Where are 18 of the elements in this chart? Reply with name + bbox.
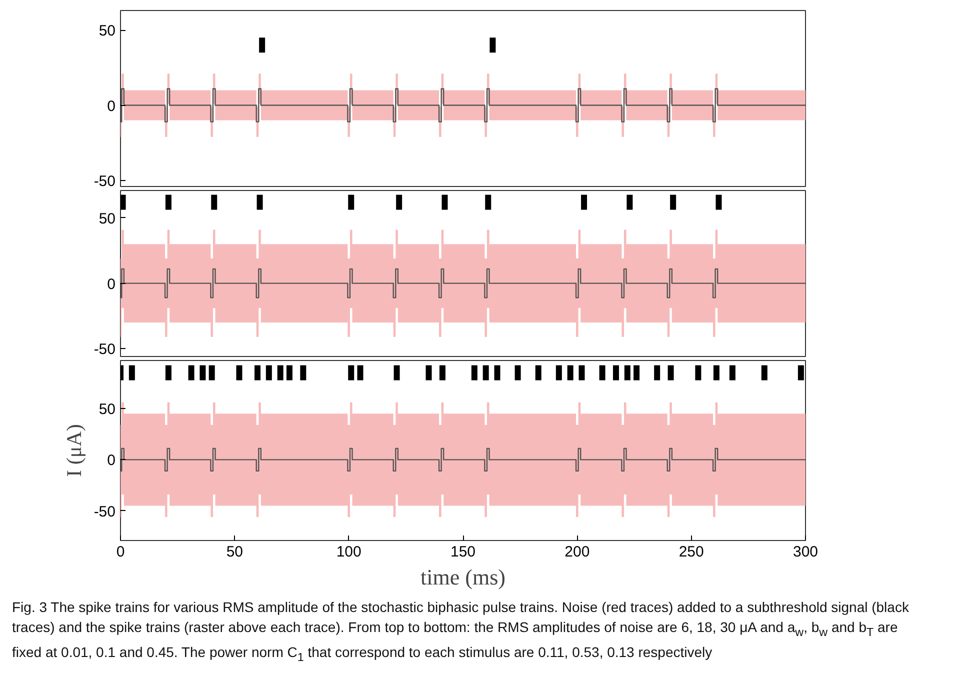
x-tick-label: 200	[564, 544, 590, 560]
x-tick-label: 300	[792, 544, 818, 560]
y-tick-label: 50	[98, 22, 116, 40]
x-tick-label: 50	[226, 544, 244, 560]
y-axis-title: I (μA)	[62, 424, 86, 477]
x-tick-label: 100	[336, 544, 362, 560]
y-tick-label: 0	[107, 276, 116, 293]
y-tick-label: -50	[94, 172, 116, 190]
x-tick-label: 250	[678, 544, 704, 560]
y-tick-label: 50	[98, 210, 116, 228]
y-tick-label: 0	[107, 98, 116, 115]
text: Fig. 3 The spike trains for various RMS amplitude of the stochastic biphasic pulse trains. Noise (red traces) added to a subthreshold signal (black traces) and the spike trains (raster above each trace). From top to bottom: the RMS amplitudes of noise are 6, 18, 30 μA and a$_{w}$, b$_{w}$ and b$_{T}$ are fixed at 0.01, 0.1 and 0.45. The power norm C$_{1}$ that correspond to each stimulus are 0.11, 0.53, 0.13 respectively	[12, 599, 909, 664]
x-tick-label: 150	[450, 544, 476, 560]
y-tick-label: 0	[107, 452, 116, 470]
y-tick-label: -50	[94, 341, 116, 358]
x-axis-title: time (ms)	[420, 564, 506, 590]
y-tick-label: 50	[98, 401, 116, 418]
y-tick-label: -50	[94, 503, 116, 520]
